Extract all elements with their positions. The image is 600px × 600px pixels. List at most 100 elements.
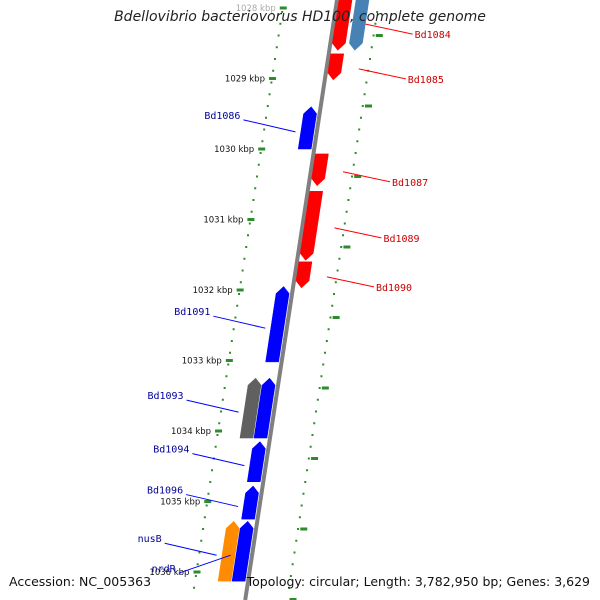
- label-leader: [342, 171, 391, 183]
- ruler-dot-right: [350, 175, 353, 178]
- gene-arrow: [332, 0, 353, 51]
- gene-label: Bd1087: [392, 178, 428, 189]
- label-leader: [358, 68, 406, 80]
- ruler-dot-left: [214, 445, 217, 448]
- ruler-dot-left: [266, 105, 269, 107]
- ruler-tick-right: [321, 386, 329, 390]
- gene-arrow: [265, 286, 290, 363]
- ruler-dot-left: [277, 34, 280, 37]
- ruler-dot-right: [356, 140, 359, 143]
- gene-label: Bd1085: [408, 75, 444, 86]
- gene-arrow: [311, 153, 329, 187]
- gene-arrow: [349, 0, 370, 51]
- ruler-dot-right: [347, 199, 350, 201]
- ruler-tick: [193, 570, 201, 574]
- ruler-tick-label: 1031 kbp: [203, 216, 243, 226]
- ruler-dot-right: [320, 375, 323, 378]
- ruler-dot-right: [325, 340, 328, 342]
- gene-arrow: [295, 261, 313, 289]
- ruler-tick-label: 1028 kbp: [236, 4, 276, 14]
- ruler-tick: [204, 500, 212, 503]
- ruler-tick: [236, 288, 244, 292]
- ruler-dot-right: [340, 246, 343, 248]
- ruler-dot-right: [354, 152, 357, 154]
- ruler-dot-left: [272, 69, 275, 72]
- ruler-dot-left: [275, 46, 278, 49]
- ruler-dot-right: [297, 528, 300, 530]
- ruler-dot-left: [238, 293, 241, 295]
- ruler-dot-right: [309, 445, 312, 448]
- gene-arrow: [239, 377, 262, 439]
- ruler-dot-right: [289, 575, 292, 577]
- ruler-dot-right: [329, 316, 332, 319]
- label-leader: [192, 453, 245, 467]
- ruler-tick-right: [300, 527, 308, 531]
- ruler-ticks: 1028 kbp 1029 kbp 1030 kbp 1031 kbp 1032 kbp…: [149, 4, 383, 600]
- gene-arrow: [253, 377, 276, 439]
- label-leader: [186, 399, 239, 413]
- ruler-dot-right: [352, 163, 355, 166]
- ruler-dot-right: [293, 551, 296, 554]
- gene-label: Bd1096: [147, 486, 183, 497]
- ruler-dot-right: [300, 504, 303, 507]
- gene-arrow: [241, 485, 259, 520]
- topology-text: Topology: circular; Length: 3,782,950 bp…: [246, 574, 590, 589]
- ruler-dot-left: [205, 504, 208, 507]
- gene-arrow: [299, 191, 324, 261]
- genome-title: Bdellovibrio bacteriovorus HD100, comple…: [114, 9, 486, 25]
- gene-features: [217, 0, 370, 582]
- ruler-dot-right: [363, 93, 366, 96]
- ruler-tick: [225, 359, 233, 362]
- ruler-dot-right: [368, 58, 371, 60]
- ruler-tick-right: [364, 104, 372, 108]
- ruler-dot-right: [302, 492, 305, 495]
- ruler-dot-left: [268, 93, 271, 96]
- ruler-dot-left: [220, 410, 223, 413]
- gene-arrow: [217, 520, 240, 582]
- ruler-dot-left: [229, 351, 232, 354]
- ruler-dot-left: [248, 222, 251, 225]
- gene-label: Bd1090: [376, 283, 412, 294]
- ruler-dot-right: [313, 422, 316, 425]
- label-leader: [243, 119, 296, 133]
- gene-arrow: [297, 106, 317, 150]
- label-leader: [334, 227, 382, 239]
- ruler-dot-left: [193, 586, 196, 589]
- ruler-dot-left: [216, 434, 219, 436]
- ruler-dot-right: [288, 586, 291, 589]
- ruler-dot-left: [236, 304, 239, 307]
- accession-text: Accession: NC_005363: [9, 574, 152, 589]
- ruler-dot-right: [374, 22, 377, 25]
- ruler-tick: [268, 77, 276, 80]
- ruler-dot-left: [196, 563, 199, 566]
- gene-label: Bd1091: [174, 307, 210, 318]
- ruler-dot-left: [198, 551, 201, 554]
- ruler-dot-left: [264, 116, 267, 119]
- gene-label: Bd1084: [415, 30, 451, 41]
- ruler-dot-right: [376, 11, 379, 13]
- ruler-dot-left: [221, 398, 224, 401]
- gene-label: nrdR: [152, 564, 177, 575]
- ruler-dot-left: [202, 528, 205, 530]
- gene-arrow: [231, 520, 254, 582]
- gene-label: nusB: [138, 534, 162, 545]
- ruler-dot-left: [250, 210, 253, 213]
- ruler-tick-right: [332, 316, 340, 319]
- ruler-tick-label: 1035 kbp: [160, 498, 200, 508]
- ruler-dot-right: [334, 281, 337, 284]
- ruler-dot-left: [232, 328, 235, 331]
- ruler-dot-left: [254, 187, 257, 190]
- label-leader: [326, 276, 375, 288]
- ruler-dot-right: [306, 469, 309, 472]
- ruler-dot-right: [291, 563, 294, 566]
- ruler-dot-left: [194, 575, 197, 577]
- gene-arrow: [327, 53, 345, 81]
- gene-label: Bd1089: [383, 234, 419, 245]
- ruler-dot-left: [211, 469, 214, 472]
- ruler-dot-left: [257, 163, 260, 166]
- ruler-dot-left: [203, 516, 206, 519]
- ruler-tick-label: 1034 kbp: [171, 427, 211, 437]
- ruler-dot-right: [298, 516, 301, 519]
- label-leader: [185, 494, 239, 508]
- ruler-dot-right: [307, 457, 310, 460]
